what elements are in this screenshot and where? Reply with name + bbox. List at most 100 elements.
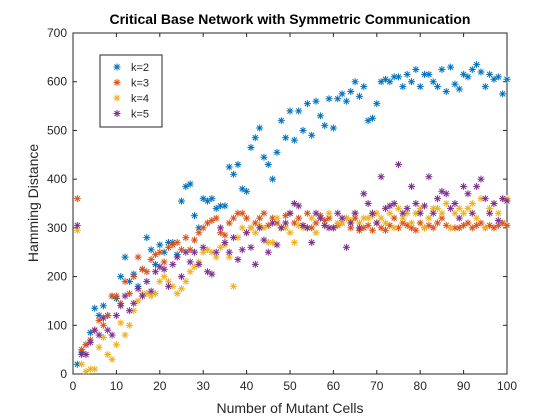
data-point <box>416 219 424 227</box>
data-point <box>303 209 311 217</box>
data-point <box>395 204 402 212</box>
data-point <box>156 241 164 249</box>
data-point <box>342 243 350 251</box>
y-tick-label: 300 <box>47 221 67 235</box>
data-point <box>312 229 320 237</box>
data-point <box>416 209 424 217</box>
data-point <box>164 277 172 285</box>
y-tick-label: 600 <box>47 75 67 89</box>
data-point <box>191 212 199 220</box>
data-point <box>434 204 442 212</box>
data-point <box>269 219 277 227</box>
data-point <box>95 343 103 351</box>
data-point <box>138 292 146 300</box>
data-point <box>308 214 316 222</box>
data-point <box>481 83 489 91</box>
data-point <box>225 163 233 171</box>
data-point <box>117 319 125 327</box>
data-point <box>399 83 407 91</box>
data-point <box>494 217 502 225</box>
data-point <box>468 66 476 74</box>
data-point <box>434 83 442 91</box>
data-point <box>477 68 485 76</box>
data-point <box>486 209 494 217</box>
data-point <box>377 173 385 181</box>
data-point <box>416 83 424 91</box>
data-point <box>78 346 86 354</box>
data-point <box>225 219 233 227</box>
x-tick-label: 10 <box>110 379 124 393</box>
data-point <box>134 285 142 293</box>
data-point <box>468 209 476 217</box>
data-point <box>421 202 429 210</box>
data-point <box>121 277 129 285</box>
data-point <box>112 292 120 300</box>
data-point <box>464 204 472 212</box>
data-point <box>399 214 407 222</box>
data-point <box>425 214 433 222</box>
data-point <box>286 229 294 237</box>
data-point <box>347 87 355 95</box>
data-point <box>451 80 459 88</box>
data-point <box>238 246 246 254</box>
data-point <box>143 234 151 242</box>
data-point <box>464 73 472 81</box>
data-point <box>395 161 402 169</box>
data-point <box>442 190 450 198</box>
data-point <box>112 341 120 349</box>
data-point <box>390 214 398 222</box>
data-point <box>338 214 346 222</box>
data-point <box>251 260 259 268</box>
data-point <box>499 195 507 203</box>
data-point <box>182 234 190 242</box>
data-point <box>351 78 359 86</box>
data-point <box>121 253 129 261</box>
data-point <box>78 360 86 368</box>
data-point <box>108 355 116 363</box>
data-point <box>442 87 450 95</box>
data-point <box>464 190 472 198</box>
data-point <box>273 214 281 222</box>
legend-marker <box>113 63 121 71</box>
y-tick-label: 700 <box>47 26 67 40</box>
data-point <box>108 331 116 339</box>
data-point <box>451 209 459 217</box>
data-point <box>208 270 216 278</box>
data-point <box>221 231 229 239</box>
data-point <box>338 219 346 227</box>
x-tick-label: 50 <box>283 379 297 393</box>
data-point <box>316 112 324 120</box>
data-point <box>277 224 285 232</box>
data-point <box>195 260 203 268</box>
data-point <box>308 224 316 232</box>
data-point <box>191 263 199 271</box>
data-point <box>351 214 359 222</box>
data-point <box>464 219 472 227</box>
legend-label: k=5 <box>131 109 149 121</box>
data-point <box>230 234 238 242</box>
data-point <box>303 224 311 232</box>
x-tick-label: 0 <box>70 379 77 393</box>
data-point <box>138 265 146 273</box>
data-point <box>421 70 429 78</box>
data-point <box>368 209 376 217</box>
data-point <box>299 126 307 134</box>
data-point <box>104 351 112 359</box>
x-tick-label: 30 <box>197 379 211 393</box>
data-point <box>381 226 389 234</box>
y-axis: 0 100 200 300 400 500 600 700 <box>47 26 507 381</box>
data-point <box>212 248 220 256</box>
data-point <box>503 75 511 83</box>
data-point <box>503 197 511 205</box>
x-axis: 0 10 20 30 40 50 60 70 80 90 100 <box>70 33 517 393</box>
data-point <box>308 131 316 139</box>
data-point <box>286 209 294 217</box>
legend: k=2 k=3 k=4 k=5 <box>99 54 163 128</box>
data-point <box>173 253 181 261</box>
data-point <box>377 214 385 222</box>
data-point <box>399 209 407 217</box>
data-point <box>386 78 394 86</box>
data-point <box>191 236 199 244</box>
x-tick-label: 60 <box>327 379 341 393</box>
x-tick-label: 70 <box>370 379 384 393</box>
